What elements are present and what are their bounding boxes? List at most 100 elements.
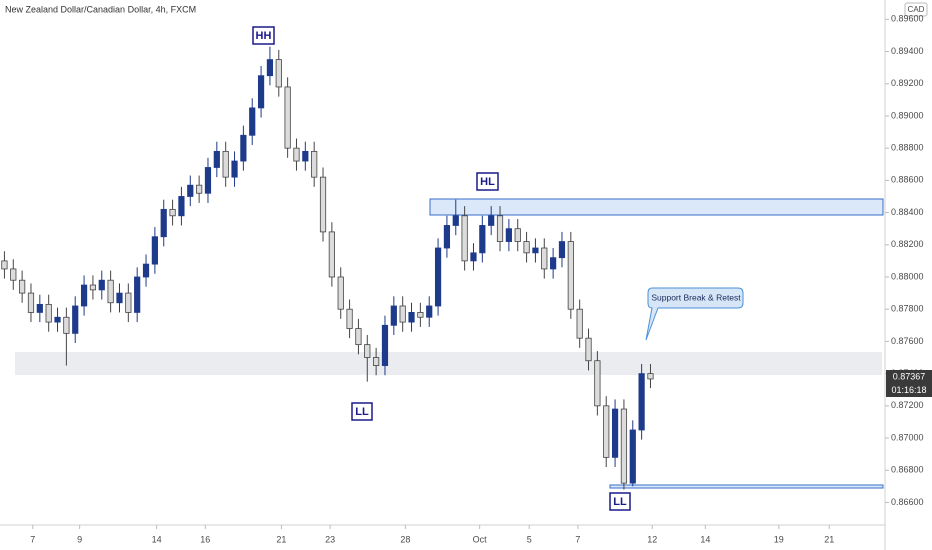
chart-title: New Zealand Dollar/Canadian Dollar, 4h, … [5, 4, 196, 14]
candle-body [196, 184, 203, 194]
x-tick-label: 28 [400, 534, 410, 544]
y-tick-label: 0.89400 [891, 46, 924, 56]
candle-body [505, 228, 512, 242]
annotation-box [252, 26, 275, 45]
candle-body [364, 344, 371, 358]
y-tick-label: 0.89600 [891, 14, 924, 24]
candle-body [1, 260, 8, 270]
candle-body [98, 279, 105, 291]
candle-body [461, 215, 468, 262]
x-tick-label: 14 [700, 534, 710, 544]
annotation-box [476, 172, 499, 191]
x-tick-label: 7 [575, 534, 580, 544]
callout-text: Support Break & Retest [651, 292, 741, 302]
candle-body [594, 360, 601, 407]
candle-body [222, 150, 229, 178]
candle-body [355, 328, 362, 346]
candle-body [408, 312, 415, 323]
candle-body [240, 134, 247, 162]
x-tick-label: 9 [77, 534, 82, 544]
candle-body [63, 316, 70, 334]
candle-body [284, 86, 291, 149]
candle-body [89, 284, 97, 291]
y-tick-label: 0.89000 [891, 110, 924, 120]
candle-body [107, 279, 114, 304]
candle-body [567, 241, 574, 310]
support-zone [15, 352, 882, 375]
x-tick-label: 21 [276, 534, 286, 544]
candle-body [275, 59, 282, 88]
candle-body [319, 176, 327, 233]
candle-body [187, 184, 194, 197]
annotation-box [609, 492, 631, 511]
candle-body [532, 247, 539, 254]
candle-body [257, 75, 265, 109]
candle-body [36, 303, 43, 313]
candle-body [80, 284, 88, 307]
countdown-box [886, 384, 932, 397]
candle-body [585, 337, 592, 362]
candle-body [443, 225, 451, 249]
candle-body [620, 408, 628, 484]
x-tick-label: 12 [647, 534, 657, 544]
annotation-box [351, 402, 373, 421]
candle-body [151, 236, 158, 265]
price-label: 0.87367 [893, 371, 926, 381]
candle-body [27, 292, 35, 313]
annotation: LL [613, 496, 627, 508]
candle-body [302, 150, 309, 162]
candle-body [558, 241, 566, 259]
candle-body [125, 292, 132, 313]
annotation: HH [256, 30, 272, 42]
y-tick-label: 0.87600 [891, 336, 924, 346]
candle-body [514, 228, 521, 242]
low-line [609, 484, 884, 489]
candle-body [603, 405, 610, 458]
candle-body [452, 215, 459, 226]
candle-body [647, 373, 654, 380]
candle-body [134, 276, 141, 313]
x-tick-label: 21 [824, 534, 834, 544]
candle-body [160, 208, 167, 238]
candle-body [390, 305, 397, 326]
y-tick-label: 0.86600 [891, 497, 924, 507]
x-tick-label: 5 [527, 534, 532, 544]
currency-box [904, 2, 928, 17]
candle-body [54, 316, 61, 323]
annotation: LL [355, 406, 369, 418]
x-tick-label: Oct [473, 534, 488, 544]
currency: CAD [908, 5, 925, 14]
candle-body [346, 308, 353, 329]
candle-body [293, 147, 300, 162]
candle-body [373, 357, 380, 366]
candle-body [204, 167, 212, 194]
candle-body [72, 305, 79, 334]
candle-body [266, 59, 274, 77]
candle-body [311, 150, 318, 178]
candle-body [417, 312, 424, 318]
y-tick-label: 0.88600 [891, 175, 924, 185]
candle-body [550, 257, 557, 270]
candle-body [45, 303, 52, 323]
candle-body [249, 107, 256, 136]
y-tick-label: 0.87000 [891, 432, 924, 442]
candle-body [178, 196, 185, 217]
candle-body [231, 160, 238, 178]
candle-body [142, 263, 150, 278]
countdown: 01:16:18 [891, 385, 926, 395]
candle-body [470, 252, 477, 262]
candle-body [479, 225, 486, 254]
x-tick-label: 7 [30, 534, 35, 544]
candle-body [541, 247, 548, 270]
candle-body [496, 215, 504, 242]
y-tick-label: 0.86800 [891, 465, 924, 475]
candle-body [611, 408, 619, 458]
candle-body [381, 324, 389, 366]
candle-body [629, 429, 636, 484]
y-tick-label: 0.88000 [891, 271, 924, 281]
x-tick-label: 19 [774, 534, 784, 544]
x-tick-label: 14 [152, 534, 162, 544]
y-tick-label: 0.87800 [891, 304, 924, 314]
